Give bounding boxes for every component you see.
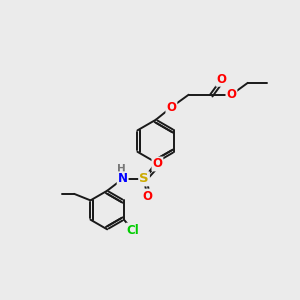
Text: N: N [118,172,128,185]
Text: O: O [167,101,176,114]
Text: O: O [216,73,226,86]
Text: O: O [152,158,162,170]
Text: O: O [226,88,236,101]
Text: O: O [142,190,152,202]
Text: S: S [139,172,149,185]
Text: Cl: Cl [127,224,139,237]
Text: H: H [117,164,125,174]
